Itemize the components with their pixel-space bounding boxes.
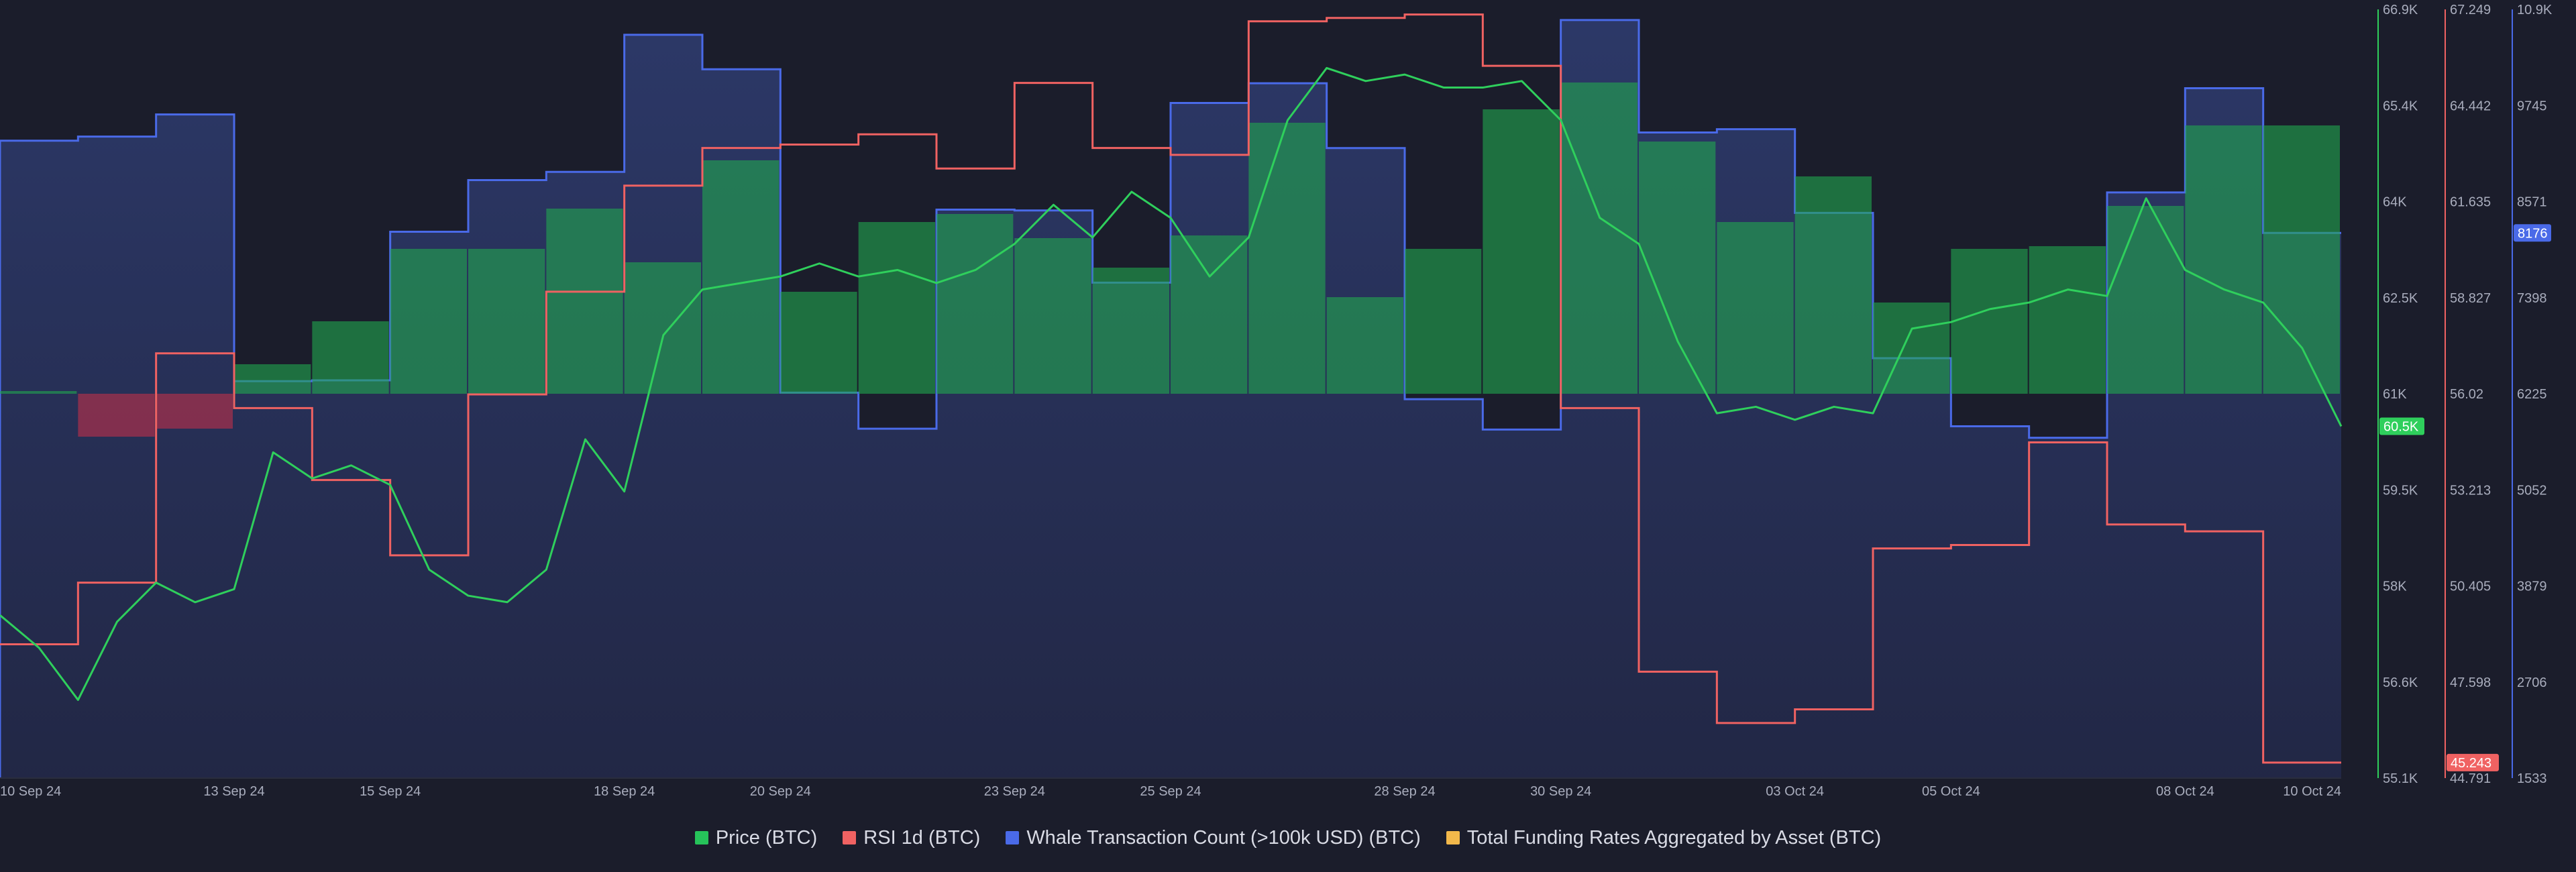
tick-price: 59.5K xyxy=(2383,483,2418,498)
tick-whale: 1533 xyxy=(2517,771,2547,786)
tick-price: 65.4K xyxy=(2383,99,2418,113)
funding-bar xyxy=(858,222,935,394)
tick-whale: 8571 xyxy=(2517,195,2547,210)
funding-bar xyxy=(1171,235,1248,394)
tick-price: 56.6K xyxy=(2383,675,2418,690)
x-tick-label: 28 Sep 24 xyxy=(1374,784,1435,799)
chart-canvas: 66.9K 65.4K 64K 62.5K 61K 59.5K 58K 56.6K 55.1K 6… xyxy=(0,3,2553,799)
funding-bar xyxy=(2029,246,2106,394)
axes xyxy=(0,9,2513,779)
x-tick-label: 13 Sep 24 xyxy=(203,784,264,799)
funding-bar xyxy=(390,249,467,394)
funding-bar xyxy=(702,160,780,394)
price-line xyxy=(0,66,2343,701)
tick-rsi: 47.598 xyxy=(2450,675,2491,690)
legend: Price (BTC) RSI 1d (BTC) Whale Transacti… xyxy=(0,822,2576,853)
funding-bar xyxy=(624,262,701,394)
funding-bar xyxy=(1014,238,1091,394)
x-tick-label: 03 Oct 24 xyxy=(1766,784,1824,799)
x-tick-label: 10 Oct 24 xyxy=(2283,784,2341,799)
tick-price: 61K xyxy=(2383,387,2407,402)
funding-bar xyxy=(1639,142,1716,394)
tick-labels: 66.9K 65.4K 64K 62.5K 61K 59.5K 58K 56.6K 55.1K 6… xyxy=(0,3,2553,799)
tick-whale: 6225 xyxy=(2517,387,2547,402)
legend-item-rsi[interactable]: RSI 1d (BTC) xyxy=(843,827,980,849)
funding-bar xyxy=(936,214,1014,394)
rsi-series xyxy=(0,13,2341,764)
funding-bar xyxy=(234,364,311,394)
funding-series xyxy=(0,83,2340,437)
legend-swatch-funding xyxy=(1446,831,1460,844)
tick-whale: 10.9K xyxy=(2517,3,2553,17)
legend-label-whale: Whale Transaction Count (>100k USD) (BTC… xyxy=(1026,826,1421,849)
current-label-rsi: 45.243 xyxy=(2451,756,2491,771)
funding-bar xyxy=(2107,206,2184,394)
legend-item-whale[interactable]: Whale Transaction Count (>100k USD) (BTC… xyxy=(1006,826,1421,849)
tick-price: 55.1K xyxy=(2383,771,2418,786)
current-badge-price xyxy=(2379,417,2424,435)
tick-whale: 3879 xyxy=(2517,580,2547,594)
funding-bar xyxy=(2263,125,2340,394)
x-tick-label: 05 Oct 24 xyxy=(1922,784,1980,799)
x-tick-label: 30 Sep 24 xyxy=(1530,784,1591,799)
legend-item-funding[interactable]: Total Funding Rates Aggregated by Asset … xyxy=(1446,827,1881,849)
legend-label-price: Price (BTC) xyxy=(715,826,818,849)
x-tick-label: 15 Sep 24 xyxy=(360,784,421,799)
funding-bar xyxy=(156,394,233,429)
funding-bar xyxy=(0,391,77,394)
funding-bar xyxy=(1951,249,2028,394)
funding-bar xyxy=(1248,123,1326,394)
tick-rsi: 56.02 xyxy=(2450,387,2483,402)
funding-bar xyxy=(780,292,857,394)
price-series xyxy=(0,66,2343,701)
legend-swatch-price xyxy=(694,831,708,844)
tick-rsi: 64.442 xyxy=(2450,99,2491,113)
legend-item-price[interactable]: Price (BTC) xyxy=(694,826,818,849)
x-tick-label: 23 Sep 24 xyxy=(984,784,1045,799)
current-label-whale: 8176 xyxy=(2518,226,2548,241)
tick-rsi: 61.635 xyxy=(2450,195,2491,210)
tick-rsi: 53.213 xyxy=(2450,483,2491,498)
rsi-line xyxy=(0,13,2341,764)
funding-bar xyxy=(78,394,155,437)
tick-whale: 2706 xyxy=(2517,675,2547,690)
funding-bar xyxy=(468,249,545,394)
legend-label-rsi: RSI 1d (BTC) xyxy=(863,826,981,849)
x-tick-label: 25 Sep 24 xyxy=(1140,784,1201,799)
tick-price: 58K xyxy=(2383,580,2407,594)
legend-swatch-rsi xyxy=(843,831,857,844)
funding-bar xyxy=(1717,222,1794,394)
x-tick-label: 20 Sep 24 xyxy=(750,784,811,799)
funding-bar xyxy=(2185,125,2262,394)
funding-bar xyxy=(312,321,389,394)
funding-bar xyxy=(1483,109,1560,394)
x-tick-label: 18 Sep 24 xyxy=(594,784,655,799)
current-badge-whale xyxy=(2514,224,2551,242)
current-badge-rsi xyxy=(2447,753,2499,771)
funding-bar xyxy=(1405,249,1482,394)
x-tick-label: 10 Sep 24 xyxy=(0,784,61,799)
tick-price: 66.9K xyxy=(2383,3,2418,17)
tick-whale: 9745 xyxy=(2517,99,2547,113)
tick-rsi: 50.405 xyxy=(2450,580,2491,594)
tick-rsi: 58.827 xyxy=(2450,291,2491,306)
legend-label-funding: Total Funding Rates Aggregated by Asset … xyxy=(1466,826,1882,849)
tick-whale: 7398 xyxy=(2517,291,2547,306)
tick-rsi: 44.791 xyxy=(2450,771,2491,786)
funding-bar xyxy=(1092,268,1169,394)
funding-bar xyxy=(1326,297,1403,394)
tick-whale: 5052 xyxy=(2517,483,2547,498)
x-tick-label: 08 Oct 24 xyxy=(2156,784,2214,799)
legend-swatch-whale xyxy=(1006,831,1020,844)
current-label-price: 60.5K xyxy=(2383,420,2419,435)
tick-price: 64K xyxy=(2383,195,2407,210)
tick-rsi: 67.249 xyxy=(2450,3,2491,17)
funding-bar xyxy=(1560,83,1638,394)
tick-price: 62.5K xyxy=(2383,291,2418,306)
funding-bar xyxy=(1873,303,1950,394)
funding-bar xyxy=(1794,176,1872,394)
funding-bar xyxy=(546,209,623,394)
